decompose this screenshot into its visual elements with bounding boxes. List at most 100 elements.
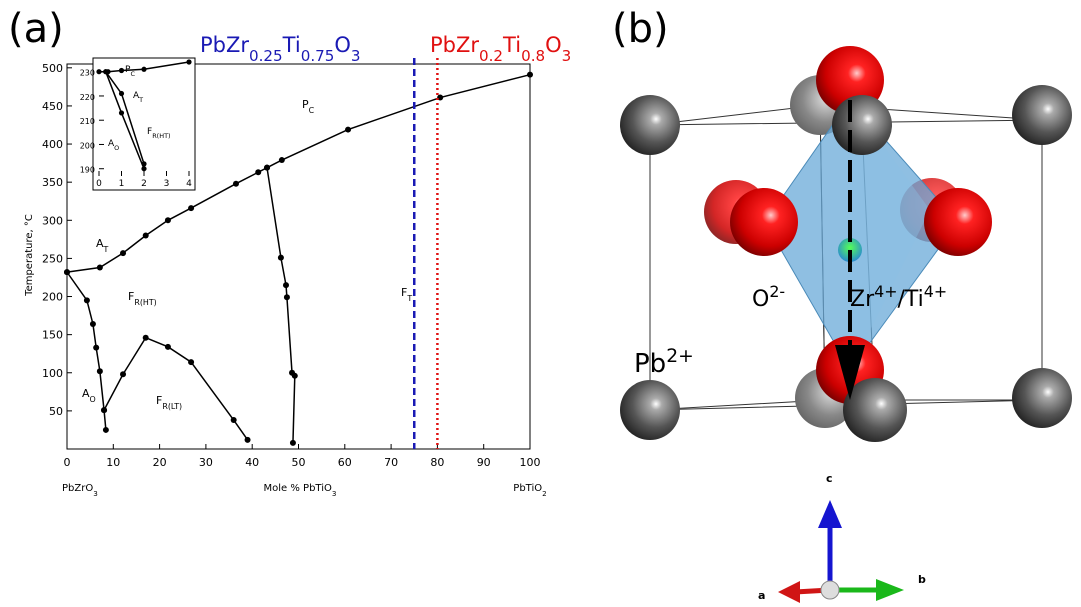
data-point	[141, 67, 146, 72]
text-part: R(HT)	[134, 298, 156, 307]
data-point	[103, 427, 109, 433]
phase-boundary	[67, 272, 106, 430]
text-part: 4+	[874, 282, 897, 301]
x-tick-label: 60	[338, 456, 352, 469]
composition-label: PbZr0.2Ti0.8O3	[430, 33, 571, 65]
y-tick-label: 230	[80, 69, 95, 78]
data-point	[283, 282, 289, 288]
composition-label: PbZr0.25Ti0.75O3	[200, 33, 361, 65]
x-tick-label: 2	[141, 179, 147, 189]
text-part: O	[545, 33, 562, 57]
x-tick-label: 100	[520, 456, 541, 469]
text-part: R(LT)	[162, 402, 182, 411]
structure-drawing	[620, 46, 1072, 603]
data-point	[186, 59, 191, 64]
x-tick-label: 3	[164, 179, 170, 189]
data-point	[97, 265, 103, 271]
text-part: 2-	[769, 282, 785, 301]
y-tick-label: 500	[42, 62, 63, 75]
text-part: T	[103, 245, 109, 254]
x-tick-label: 80	[430, 456, 444, 469]
data-point	[64, 269, 70, 275]
x-tick-label: 90	[477, 456, 491, 469]
data-point	[233, 181, 239, 187]
text-part: 2	[542, 489, 547, 498]
data-point	[188, 205, 194, 211]
text-part: 0.8	[521, 47, 545, 65]
phase-label: AO	[82, 387, 96, 404]
data-point	[143, 233, 149, 239]
data-point	[527, 72, 533, 78]
y-tick-label: 300	[42, 214, 63, 227]
y-tick-label: 200	[42, 291, 63, 304]
axis-label: a	[758, 589, 765, 602]
y-tick-label: 150	[42, 329, 63, 342]
text-part: 3	[332, 489, 337, 498]
text-part: C	[130, 70, 135, 78]
x-tick-label: 40	[245, 456, 259, 469]
y-tick-label: 100	[42, 367, 63, 380]
data-point	[165, 344, 171, 350]
y-axis-label: Temperature, °C	[24, 214, 35, 297]
data-point	[279, 157, 285, 163]
data-point	[90, 321, 96, 327]
data-point	[188, 359, 194, 365]
text-part: Pb	[634, 349, 666, 379]
x-axis-label: PbZrO3	[62, 483, 98, 498]
x-tick-label: 20	[153, 456, 167, 469]
phase-label: FR(HT)	[128, 290, 157, 307]
data-point	[120, 371, 126, 377]
ion-label: Pb2+	[634, 346, 694, 380]
x-tick-label: 0	[96, 179, 102, 189]
y-tick-label: 220	[80, 93, 95, 102]
panel-label: (a)	[8, 6, 64, 52]
x-tick-label: 1	[119, 179, 125, 189]
x-axis-label: Mole % PbTiO3	[264, 483, 337, 498]
x-tick-label: 10	[106, 456, 120, 469]
text-part: 0.25	[249, 47, 283, 65]
text-part: PbZrO	[62, 483, 93, 494]
axis-label: c	[826, 472, 833, 485]
text-part: Ti	[502, 33, 521, 57]
data-point	[345, 127, 351, 133]
data-point	[120, 250, 126, 256]
text-part: O	[90, 395, 96, 404]
text-part: 0.2	[479, 47, 503, 65]
text-part: Zr	[850, 287, 875, 312]
data-point	[97, 368, 103, 374]
data-point	[103, 69, 108, 74]
text-part: PbTiO	[513, 483, 542, 494]
y-tick-label: 450	[42, 100, 63, 113]
x-tick-label: 70	[384, 456, 398, 469]
y-tick-label: 350	[42, 176, 63, 189]
text-part: 2+	[666, 346, 694, 367]
text-part: PbZr	[430, 33, 479, 57]
data-point	[84, 297, 90, 303]
text-part: O	[114, 144, 119, 152]
text-part: 3	[562, 47, 572, 65]
x-tick-label: 0	[64, 456, 71, 469]
y-tick-label: 200	[80, 141, 95, 150]
x-tick-label: 4	[186, 179, 192, 189]
text-part: 3	[351, 47, 361, 65]
x-tick-label: 30	[199, 456, 213, 469]
data-point	[93, 345, 99, 351]
text-part: O	[752, 287, 769, 312]
data-point	[165, 217, 171, 223]
text-part: C	[309, 106, 315, 115]
x-axis-label: PbTiO2	[513, 483, 546, 498]
phase-label: AT	[96, 237, 109, 254]
y-tick-label: 250	[42, 252, 63, 265]
text-part: /Ti	[897, 287, 923, 312]
data-point	[119, 110, 124, 115]
data-point	[245, 437, 251, 443]
text-part: Ti	[282, 33, 301, 57]
text-part: 0.75	[301, 47, 335, 65]
y-tick-label: 210	[80, 117, 95, 126]
inset-chart: 01234190200210220230PCATFR(HT)AO	[80, 58, 195, 190]
x-tick-label: 50	[292, 456, 306, 469]
text-part: 3	[93, 489, 98, 498]
data-point	[119, 68, 124, 73]
data-point	[255, 169, 261, 175]
data-point	[231, 417, 237, 423]
